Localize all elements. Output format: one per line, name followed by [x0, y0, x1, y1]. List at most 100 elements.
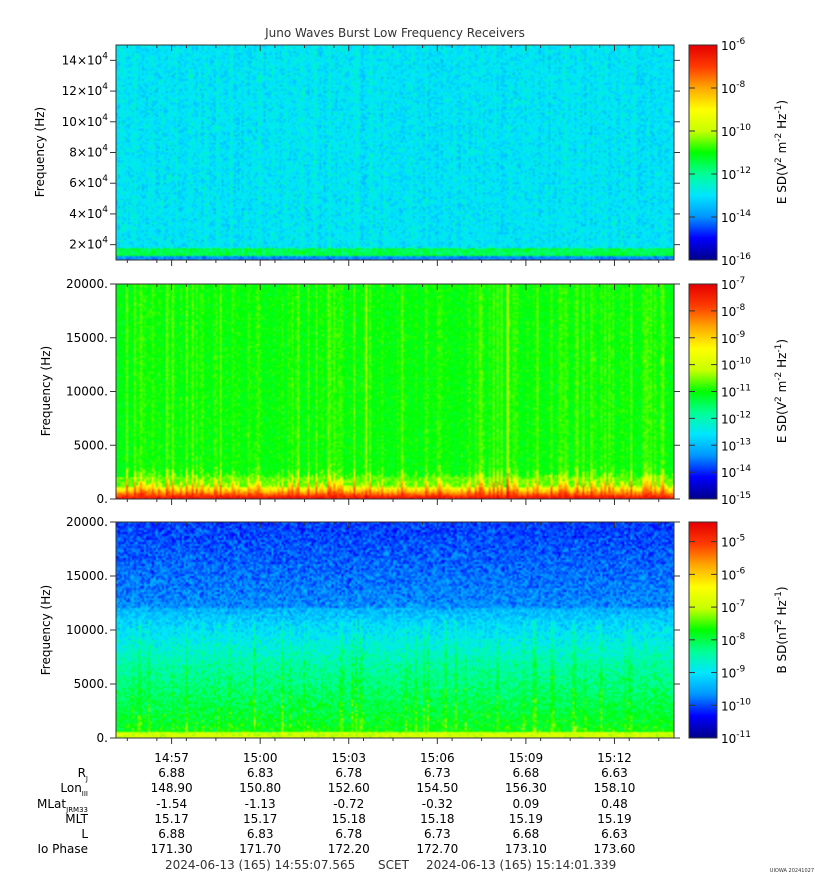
- y-tick-label: 0.: [97, 731, 108, 745]
- footer-scet: SCET: [378, 858, 410, 872]
- ephemeris-value: -1.54: [156, 797, 187, 811]
- colorbar-tick-label: 10-5: [721, 534, 745, 550]
- x-tick-label: 15:09: [509, 751, 544, 765]
- ephemeris-value: 6.68: [513, 827, 540, 841]
- ephemeris-value: 152.60: [328, 781, 370, 795]
- colorbar-tick-label: 10-8: [721, 303, 746, 319]
- panel-1: 2×104 4×104 6×104 8×104 10×104 12×104 14×104 F…: [33, 37, 789, 268]
- ephemeris-value: -0.72: [333, 797, 364, 811]
- x-tick-label: 14:57: [154, 751, 189, 765]
- ephemeris-value: 6.88: [158, 827, 185, 841]
- time-axis: 14:57 15:00 15:03 15:06 15:09 15:12: [154, 751, 631, 765]
- ephemeris-value: 6.68: [513, 766, 540, 780]
- ephemeris-value: 6.73: [424, 766, 451, 780]
- spectrogram-2-axis: 0. 5000. 10000. 15000. 20000.: [66, 277, 680, 506]
- y-tick-label: 8×104: [69, 144, 108, 160]
- spectrogram-2-image: [116, 284, 674, 499]
- ephemeris-value: 158.10: [593, 781, 635, 795]
- y-tick-label: 15000.: [66, 569, 108, 583]
- y-tick-label: 0.: [97, 492, 108, 506]
- ephemeris-row-label: LonIII: [60, 781, 88, 798]
- ephemeris-value: 150.80: [239, 781, 281, 795]
- ephemeris-value: 156.30: [505, 781, 547, 795]
- colorbar-tick-label: 10-11: [721, 730, 751, 746]
- ephemeris-value: 171.70: [239, 842, 281, 856]
- y-tick-label: 10000.: [66, 385, 108, 399]
- ephemeris-value: 171.30: [151, 842, 193, 856]
- ephemeris-value: 6.63: [601, 766, 628, 780]
- ephemeris-value: 15.17: [243, 812, 277, 826]
- colorbar-tick-label: 10-9: [721, 330, 746, 346]
- colorbar-1-frame: [688, 44, 718, 261]
- ephemeris-value: 6.88: [158, 766, 185, 780]
- colorbar-tick-label: 10-9: [721, 665, 746, 681]
- x-tick-label: 15:06: [420, 751, 455, 765]
- ephemeris-value: 6.63: [601, 827, 628, 841]
- ephemeris-value: 15.17: [154, 812, 188, 826]
- colorbar-tick-label: 10-12: [721, 410, 751, 426]
- ephemeris-row-label: Io Phase: [37, 842, 88, 856]
- ephemeris-value: 15.18: [332, 812, 366, 826]
- colorbar-tick-label: 10-12: [721, 166, 751, 182]
- colorbar-tick-label: 10-7: [721, 276, 745, 292]
- y-tick-label: 5000.: [74, 438, 108, 452]
- y-tick-label: 20000.: [66, 277, 108, 291]
- chart-title: Juno Waves Burst Low Frequency Receivers: [264, 26, 525, 40]
- x-tick-label: 15:03: [331, 751, 366, 765]
- ephemeris-value: 6.83: [247, 827, 274, 841]
- x-tick-label: 15:12: [597, 751, 632, 765]
- colorbar-tick-label: 10-14: [721, 464, 751, 480]
- colorbar-1-image: [689, 45, 717, 260]
- y-tick-label: 5000.: [74, 677, 108, 691]
- colorbar-2-label: E SD(V2 m-2 Hz-1): [774, 339, 789, 443]
- colorbar-tick-label: 10-13: [721, 437, 751, 453]
- ephemeris-value: 154.50: [416, 781, 458, 795]
- footer-start-time: 2024-06-13 (165) 14:55:07.565: [165, 858, 355, 872]
- ephemeris-value: -1.13: [245, 797, 276, 811]
- ephemeris-row-label: L: [81, 827, 88, 841]
- spectrogram-3-image: [116, 522, 674, 738]
- panel-1-ylabel: Frequency (Hz): [33, 107, 47, 198]
- y-tick-label: 2×104: [69, 236, 108, 252]
- panel-2: 0. 5000. 10000. 15000. 20000. Frequency (Hz)…: [39, 276, 789, 507]
- colorbar-tick-label: 10-14: [721, 209, 751, 225]
- colorbar-1-axis: 10-16 10-14 10-12 10-10 10-8 10-6: [689, 37, 751, 268]
- ephemeris-value: 6.78: [335, 827, 362, 841]
- y-tick-label: 6×104: [69, 174, 108, 190]
- ephemeris-value: 148.90: [151, 781, 193, 795]
- ephemeris-value: 0.48: [601, 797, 628, 811]
- colorbar-tick-label: 10-10: [721, 123, 751, 139]
- ephemeris-value: 6.78: [335, 766, 362, 780]
- ephemeris-value: 172.20: [328, 842, 370, 856]
- spectrogram-3-axis: 0. 5000. 10000. 15000. 20000.: [66, 515, 680, 745]
- ephemeris-row-label: RJ: [78, 766, 88, 783]
- ephemeris-value: 172.70: [416, 842, 458, 856]
- y-tick-label: 4×104: [69, 205, 108, 221]
- ephemeris-row-label: MLatJRM33: [37, 797, 88, 814]
- ephemeris-value: 6.73: [424, 827, 451, 841]
- colorbar-3-image: [689, 522, 717, 738]
- colorbar-tick-label: 10-8: [721, 632, 746, 648]
- y-tick-label: 10000.: [66, 623, 108, 637]
- colorbar-2-axis: 10-15 10-14 10-13 10-12 10-11 10-10 10-9 10-8 10…: [689, 276, 751, 507]
- footer-credit: UIOWA 20241027: [770, 868, 814, 874]
- colorbar-tick-label: 10-11: [721, 384, 751, 400]
- spectrogram-1-image: [116, 45, 674, 260]
- footer-end-time: 2024-06-13 (165) 15:14:01.339: [426, 858, 616, 872]
- y-tick-label: 10×104: [62, 113, 109, 129]
- y-tick-label: 20000.: [66, 515, 108, 529]
- ephemeris-value: 15.18: [420, 812, 454, 826]
- ephemeris-row-label: MLT: [65, 812, 88, 826]
- panel-3: 0. 5000. 10000. 15000. 20000. Frequency (Hz)…: [39, 515, 789, 746]
- colorbar-tick-label: 10-6: [721, 566, 746, 582]
- ephemeris-value: 6.83: [247, 766, 274, 780]
- colorbar-1-label: E SD(V2 m-2 Hz-1): [774, 100, 789, 204]
- ephemeris-table: RJ 6.88 6.83 6.78 6.73 6.68 6.63 LonIII 148.90 15…: [37, 766, 635, 856]
- spectrogram-1-axis: 2×104 4×104 6×104 8×104 10×104 12×104 14×104: [62, 45, 680, 266]
- ephemeris-value: 15.19: [509, 812, 543, 826]
- colorbar-3-frame: [688, 521, 718, 739]
- x-tick-label: 15:00: [243, 751, 278, 765]
- ephemeris-value: 173.10: [505, 842, 547, 856]
- ephemeris-value: 173.60: [593, 842, 635, 856]
